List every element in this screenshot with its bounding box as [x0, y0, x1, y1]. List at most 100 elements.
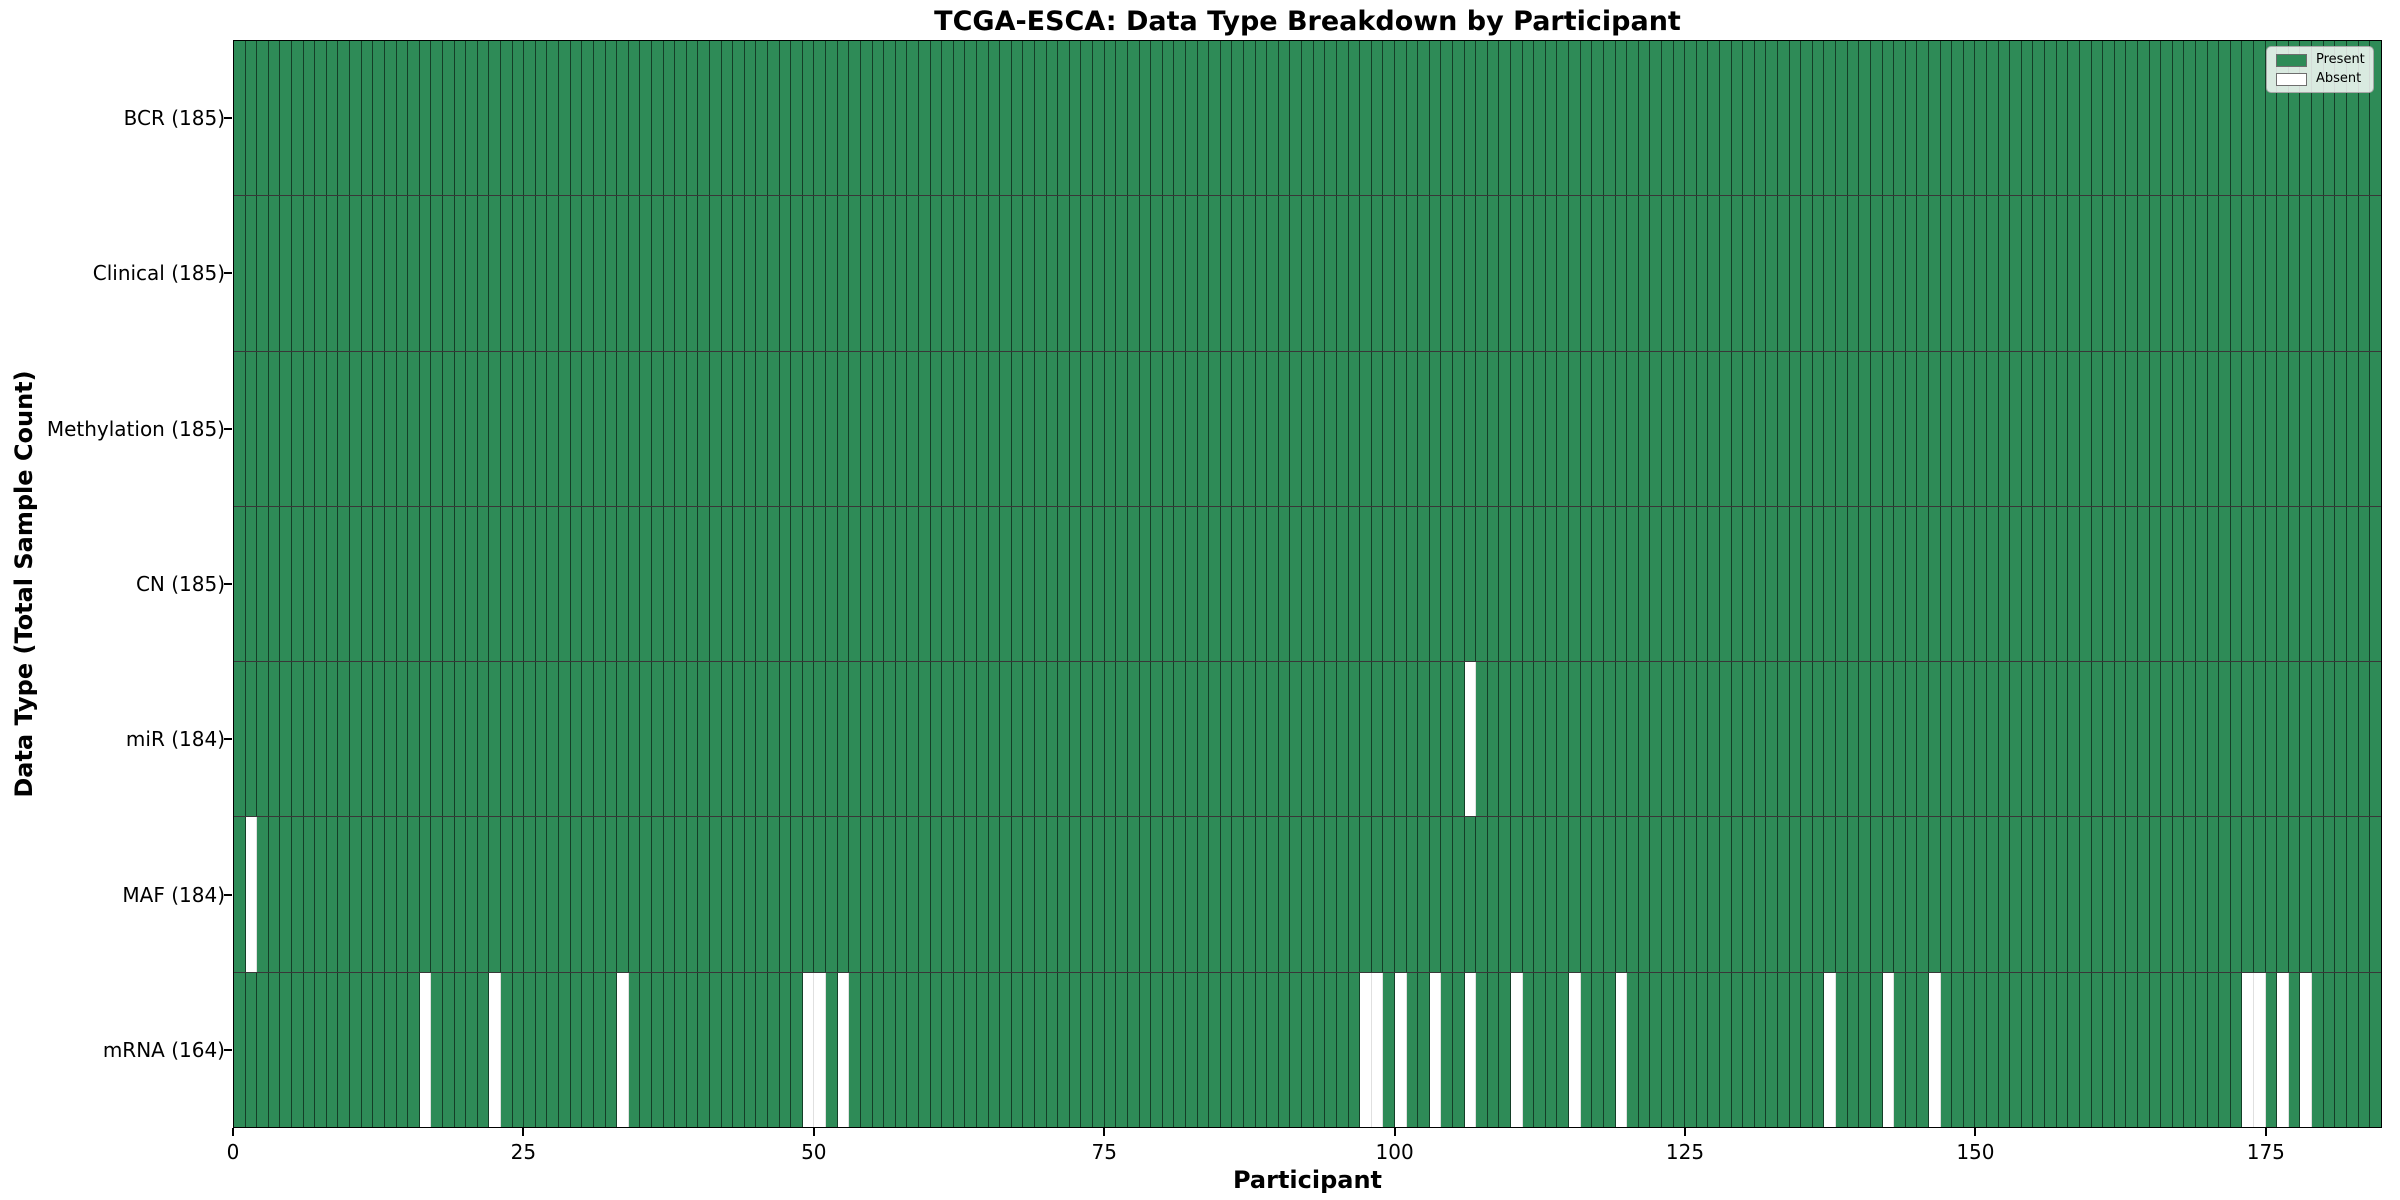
cell-CN-35-present [640, 506, 652, 662]
cell-MAF-55-present [872, 817, 885, 972]
cell-BCR-169-present [2195, 41, 2208, 196]
cell-Clinical-119-present [1615, 196, 1628, 351]
cell-MAF-24-present [512, 817, 525, 972]
cell-CN-145-present [1917, 506, 1929, 662]
cell-mRNA-173-absent [2242, 972, 2255, 1127]
cell-BCR-88-present [1255, 41, 1268, 196]
cell-mRNA-77-present [1127, 972, 1140, 1127]
cell-BCR-180-present [2323, 41, 2336, 196]
cell-BCR-12-present [373, 41, 385, 196]
cell-MAF-167-present [2172, 817, 2185, 972]
cell-BCR-59-present [918, 41, 931, 196]
cell-Clinical-96-present [1348, 196, 1361, 351]
cell-BCR-126-present [1696, 41, 1709, 196]
cell-CN-123-present [1661, 506, 1674, 662]
cell-CN-67-present [1011, 506, 1024, 662]
cell-MAF-92-present [1302, 817, 1314, 972]
cell-miR-114-present [1557, 662, 1570, 817]
cell-Clinical-23-present [501, 196, 513, 351]
cell-miR-105-present [1452, 662, 1465, 817]
cell-Methylation-3-present [268, 351, 281, 506]
cell-Clinical-22-present [489, 196, 502, 351]
cell-Clinical-108-present [1487, 196, 1500, 351]
cell-BCR-38-present [675, 41, 687, 196]
cell-BCR-178-present [2300, 41, 2313, 196]
x-tick-mark [522, 1128, 525, 1136]
cell-miR-32-present [605, 662, 618, 817]
cell-Clinical-2-present [257, 196, 269, 351]
cell-Clinical-15-present [408, 196, 420, 351]
cell-MAF-28-present [559, 817, 571, 972]
cell-mRNA-81-present [1174, 972, 1186, 1127]
cell-BCR-54-present [860, 41, 873, 196]
cell-CN-113-present [1545, 506, 1558, 662]
cell-BCR-94-present [1325, 41, 1337, 196]
cell-miR-118-present [1603, 662, 1616, 817]
cell-Clinical-170-present [2207, 196, 2220, 351]
cell-MAF-115-present [1569, 817, 1581, 972]
cell-Methylation-141-present [1870, 351, 1883, 506]
cell-CN-162-present [2114, 506, 2127, 662]
cell-BCR-4-present [280, 41, 293, 196]
cell-MAF-59-present [918, 817, 931, 972]
cell-miR-53-present [849, 662, 861, 817]
cell-Methylation-63-present [965, 351, 977, 506]
cell-Methylation-124-present [1673, 351, 1686, 506]
cell-MAF-120-present [1627, 817, 1639, 972]
cell-CN-77-present [1127, 506, 1140, 662]
cell-MAF-29-present [570, 817, 583, 972]
cell-MAF-37-present [663, 817, 676, 972]
cell-Methylation-8-present [326, 351, 339, 506]
cell-MAF-86-present [1232, 817, 1245, 972]
cell-Methylation-48-present [791, 351, 803, 506]
cell-BCR-30-present [582, 41, 594, 196]
cell-Methylation-17-present [431, 351, 443, 506]
cell-miR-166-present [2161, 662, 2173, 817]
cell-BCR-52-present [837, 41, 850, 196]
cell-mRNA-64-present [977, 972, 989, 1127]
cell-Clinical-42-present [721, 196, 734, 351]
cell-Clinical-168-present [2184, 196, 2196, 351]
cell-MAF-125-present [1685, 817, 1697, 972]
cell-MAF-89-present [1267, 817, 1279, 972]
cell-Methylation-148-present [1952, 351, 1964, 506]
cell-mRNA-67-present [1011, 972, 1024, 1127]
cell-MAF-17-present [431, 817, 443, 972]
cell-MAF-181-present [2335, 817, 2347, 972]
cell-Clinical-29-present [570, 196, 583, 351]
cell-mRNA-127-present [1708, 972, 1720, 1127]
cell-Clinical-70-present [1046, 196, 1059, 351]
cell-miR-7-present [315, 662, 327, 817]
cell-miR-6-present [303, 662, 316, 817]
cell-miR-81-present [1174, 662, 1186, 817]
cell-miR-86-present [1232, 662, 1245, 817]
cell-BCR-157-present [2056, 41, 2069, 196]
cell-Clinical-63-present [965, 196, 977, 351]
cell-BCR-31-present [593, 41, 606, 196]
cell-mRNA-16-absent [419, 972, 432, 1127]
cell-miR-183-present [2358, 662, 2371, 817]
cell-CN-134-present [1789, 506, 1802, 662]
cell-mRNA-47-present [779, 972, 792, 1127]
cell-mRNA-155-present [2033, 972, 2046, 1127]
cell-Clinical-7-present [315, 196, 327, 351]
cell-BCR-80-present [1162, 41, 1175, 196]
cell-mRNA-105-present [1452, 972, 1465, 1127]
cell-Methylation-76-present [1116, 351, 1128, 506]
cell-Methylation-110-present [1511, 351, 1523, 506]
cell-Clinical-46-present [768, 196, 780, 351]
cell-BCR-55-present [872, 41, 885, 196]
cell-MAF-180-present [2323, 817, 2336, 972]
cell-BCR-46-present [768, 41, 780, 196]
cell-miR-172-present [2230, 662, 2243, 817]
cell-Methylation-130-present [1743, 351, 1755, 506]
cell-MAF-102-present [1418, 817, 1430, 972]
cell-CN-30-present [582, 506, 594, 662]
cell-Clinical-62-present [953, 196, 966, 351]
cell-CN-53-present [849, 506, 861, 662]
cell-Clinical-10-present [350, 196, 362, 351]
cell-Clinical-66-present [1000, 196, 1012, 351]
cell-BCR-117-present [1592, 41, 1604, 196]
cell-Methylation-93-present [1313, 351, 1326, 506]
